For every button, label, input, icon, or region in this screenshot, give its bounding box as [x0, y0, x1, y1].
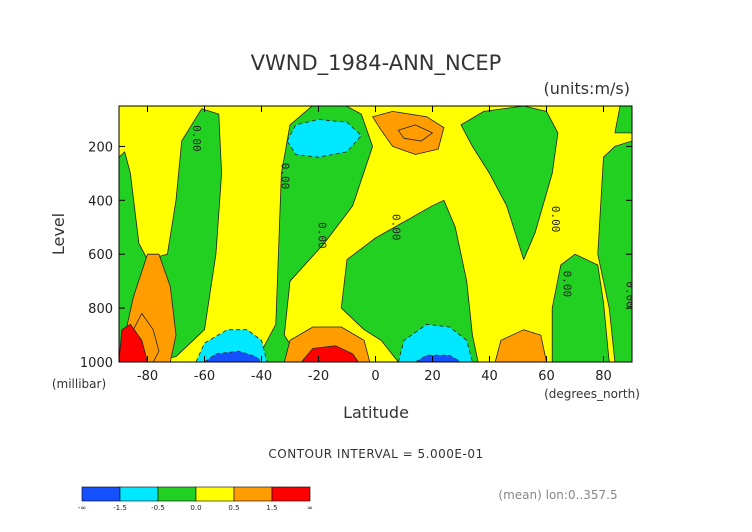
- contour-region-neg-core-north: [414, 354, 462, 362]
- legend-label: 0.5: [228, 504, 239, 512]
- x-axis-ticks: -80 -60 -40 -20 0 20 40 60 80: [137, 106, 612, 384]
- contour-region-negative-far-east: [597, 140, 632, 362]
- contour-label: 0.00: [316, 222, 329, 249]
- contour-label: 0.00: [549, 206, 562, 233]
- x-tick-label: 20: [424, 369, 441, 384]
- contour-region-strong-neg-upper: [286, 119, 362, 158]
- legend-label: -∞: [78, 504, 86, 512]
- y-axis-label: Level: [49, 213, 68, 255]
- contour-label: 0.00: [278, 163, 291, 190]
- contour-region-negative-top-east: [614, 106, 632, 134]
- legend-swatch: [233, 486, 273, 502]
- chart-title: VWND_1984-ANN_NCEP: [251, 51, 502, 76]
- legend-swatch: [195, 486, 235, 502]
- y-tick-label: 200: [88, 140, 113, 155]
- legend-swatch: [119, 486, 159, 502]
- contour-region-negative-eastcentral: [340, 199, 479, 362]
- contour-region-strong-neg-sfc-north: [397, 323, 473, 362]
- contour-label: 0.00: [623, 281, 636, 308]
- x-units-label: (degrees_north): [544, 387, 640, 401]
- x-tick-label: -40: [251, 369, 272, 384]
- legend-label: -1.5: [113, 504, 127, 512]
- units-label: (units:m/s): [543, 79, 630, 98]
- plot-area: 0.00 0.00 0.00 0.00 0.00 0.00 0.00: [119, 106, 636, 362]
- color-legend: -∞ -1.5 -0.5 0.0 0.5 1.5 ∞: [78, 486, 313, 512]
- x-tick-label: 0: [371, 369, 379, 384]
- y-tick-label: 400: [88, 194, 113, 209]
- legend-swatch: [157, 486, 197, 502]
- x-tick-label: 60: [538, 369, 555, 384]
- contour-regions: [119, 106, 632, 362]
- contour-region-negative-upper-mid: [460, 106, 559, 261]
- y-tick-label: 600: [88, 248, 113, 263]
- y-axis-ticks: 200 400 600 800 1000: [80, 140, 632, 371]
- contour-labels: 0.00 0.00 0.00 0.00 0.00 0.00 0.00: [190, 125, 636, 308]
- contour-region-strong-neg-sfc-south: [195, 329, 268, 362]
- x-tick-label: -80: [137, 369, 158, 384]
- y-units-label: (millibar): [52, 377, 106, 391]
- legend-label: -0.5: [151, 504, 165, 512]
- footnote: (mean) lon:0..357.5: [498, 488, 617, 502]
- contour-label: 0.00: [390, 214, 403, 241]
- y-tick-label: 1000: [80, 356, 113, 371]
- contour-region-pos-sfc-west-core: [119, 323, 148, 362]
- y-tick-label: 800: [88, 302, 113, 317]
- legend-label: ∞: [307, 504, 313, 512]
- contour-region-neg-core-south: [204, 350, 262, 362]
- contour-label: 0.00: [190, 125, 203, 152]
- x-tick-label: -60: [194, 369, 215, 384]
- contour-interval-label: CONTOUR INTERVAL = 5.000E-01: [268, 447, 483, 461]
- x-axis-label: Latitude: [343, 403, 409, 422]
- contour-region-negative-central: [255, 106, 374, 362]
- x-tick-label: -20: [308, 369, 329, 384]
- contour-label: 0.00: [561, 271, 574, 298]
- contour-region-pos-sfc-east: [494, 329, 547, 362]
- x-tick-label: 40: [481, 369, 498, 384]
- x-tick-label: 80: [595, 369, 612, 384]
- legend-label: 0.0: [190, 504, 201, 512]
- legend-swatch: [271, 486, 311, 502]
- legend-swatch: [81, 486, 121, 502]
- contour-region-pos-upper-core: [397, 124, 433, 142]
- legend-label: 1.5: [266, 504, 277, 512]
- contour-region-pos-sfc-mid-core: [300, 345, 359, 362]
- contour-region-negative-east: [551, 253, 610, 362]
